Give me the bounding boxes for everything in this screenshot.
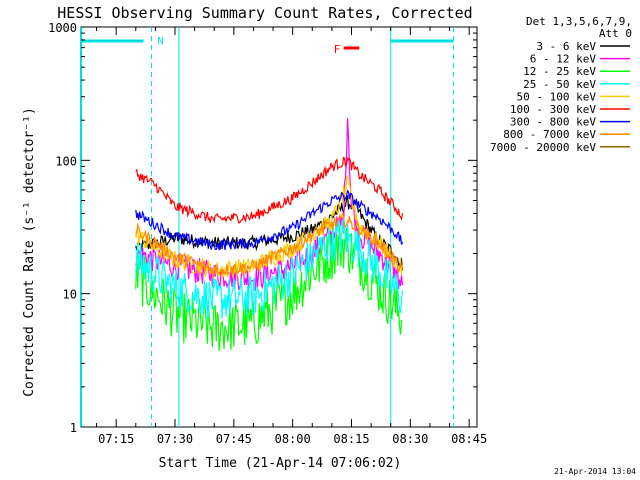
axis-ticks: 07:15 07:30 07:45 08:00 08:15 08:30 08:45 1 10 10…	[48, 21, 487, 446]
legend-header-line1: Det 1,3,5,6,7,9,	[526, 15, 632, 28]
y-tick-label: 1	[70, 421, 77, 435]
y-tick-label: 1000	[48, 21, 77, 35]
legend-label: 25 - 50 keV	[523, 78, 596, 91]
x-tick-label: 08:45	[451, 432, 487, 446]
legend-label: 800 - 7000 keV	[503, 128, 596, 141]
x-axis-label: Start Time (21-Apr-14 07:06:02)	[159, 456, 402, 471]
legend-label: 7000 - 20000 keV	[490, 141, 596, 154]
x-tick-label: 08:30	[392, 432, 428, 446]
series-lines	[135, 117, 404, 351]
flare-flag-label: F	[334, 43, 341, 56]
legend-label: 12 - 25 keV	[523, 65, 596, 78]
legend-header-line2: Att 0	[599, 27, 632, 40]
x-tick-label: 07:45	[216, 432, 252, 446]
series-line-6	[135, 156, 404, 224]
timestamp: 21-Apr-2014 13:04	[554, 467, 636, 476]
night-flag-label: N	[157, 36, 163, 47]
chart-title: HESSI Observing Summary Count Rates, Cor…	[57, 4, 472, 22]
y-tick-label: 10	[63, 288, 77, 302]
y-tick-label: 100	[55, 154, 77, 168]
series-line-7	[135, 189, 404, 251]
instrument-flags: NF	[80, 27, 454, 427]
x-tick-label: 08:15	[333, 432, 369, 446]
x-tick-label: 07:30	[157, 432, 193, 446]
legend-label: 50 - 100 keV	[517, 90, 597, 103]
legend-label: 100 - 300 keV	[510, 103, 596, 116]
legend-label: 6 - 12 keV	[530, 53, 597, 66]
x-tick-label: 07:15	[98, 432, 134, 446]
x-tick-label: 08:00	[275, 432, 311, 446]
legend-label: 3 - 6 keV	[536, 40, 596, 53]
series-line-4	[135, 219, 404, 320]
y-axis-label: Corrected Count Rate (s⁻¹ detector⁻¹)	[22, 107, 37, 397]
series-line-8	[135, 211, 403, 278]
legend-label: 300 - 800 keV	[510, 116, 596, 129]
